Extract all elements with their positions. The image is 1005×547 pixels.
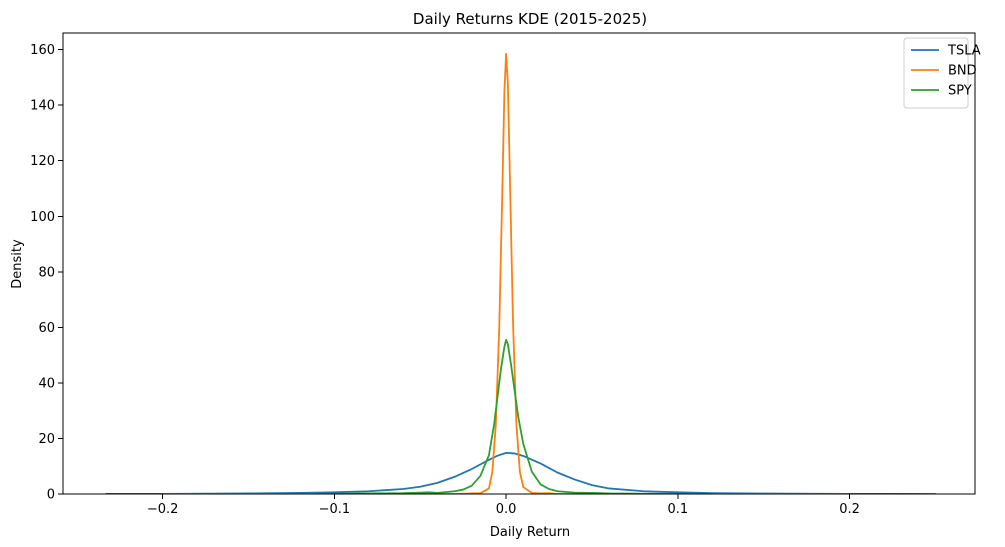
y-tick-label: 40 (38, 376, 55, 391)
legend-label-tsla: TSLA (947, 44, 981, 59)
series-line-bnd (161, 52, 851, 494)
y-tick-label: 60 (38, 321, 55, 336)
legend: TSLA BND SPY (903, 37, 981, 109)
y-tick-label: 0 (47, 488, 55, 503)
x-tick-label: 0.2 (839, 502, 860, 517)
y-tick-label: 80 (38, 265, 55, 280)
legend-label-spy: SPY (948, 84, 972, 99)
series-line-spy (316, 338, 714, 494)
series-line-tsla (105, 452, 937, 494)
chart-title: Daily Returns KDE (2015-2025) (413, 10, 647, 28)
x-tick-label: 0.1 (668, 502, 689, 517)
y-axis-label: Density (10, 239, 25, 289)
x-tick-label: −0.2 (147, 502, 179, 517)
x-tick-label: 0.0 (496, 502, 517, 517)
x-tick-label: −0.1 (319, 502, 351, 517)
series-lines (105, 52, 937, 494)
y-tick-label: 120 (30, 154, 55, 169)
legend-label-bnd: BND (948, 64, 977, 79)
y-tick-label: 140 (30, 99, 55, 114)
y-tick-label: 100 (30, 210, 55, 225)
axes-frame (62, 32, 976, 495)
y-tick-label: 20 (38, 432, 55, 447)
y-tick-label: 160 (30, 43, 55, 58)
x-axis-label: Daily Return (490, 525, 570, 540)
axes: −0.2 −0.1 0.0 0.1 0.2 0 20 40 60 80 100 120 140 160 (30, 32, 976, 517)
